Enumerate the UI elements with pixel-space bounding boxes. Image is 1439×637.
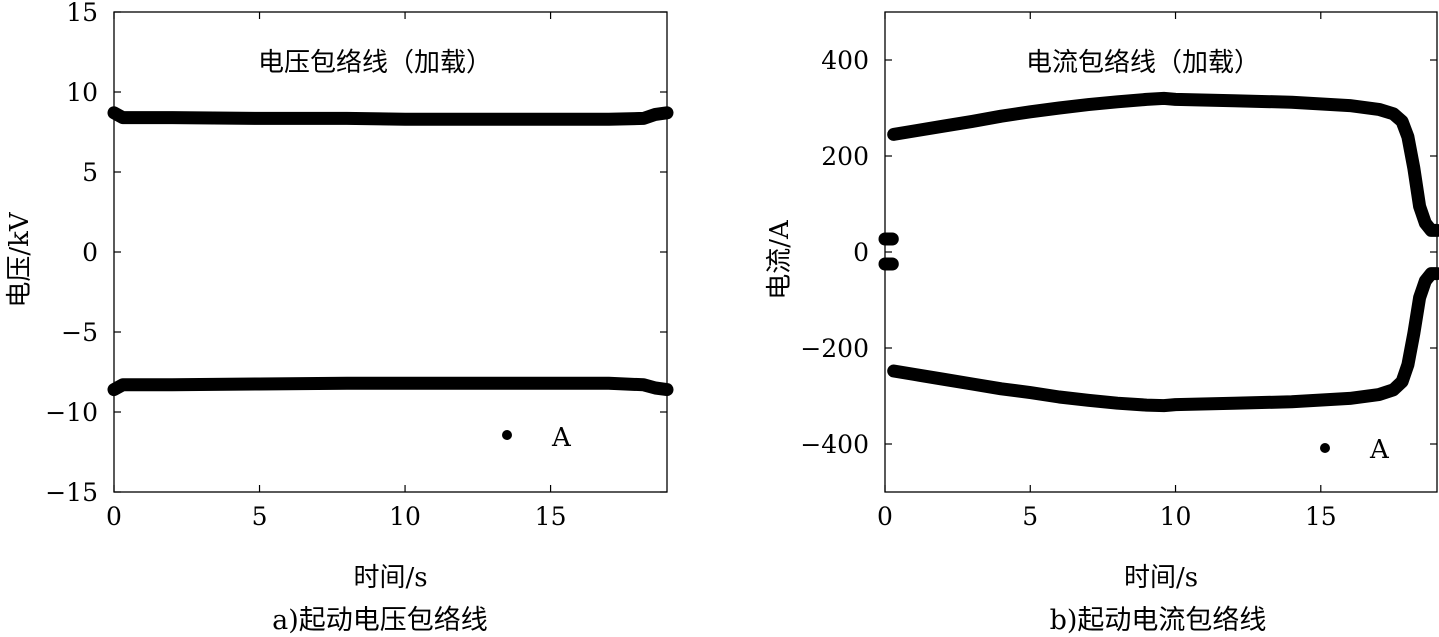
figure-caption: a)起动电压包络线: [272, 605, 488, 636]
legend-label: A: [551, 423, 572, 453]
legend-label: A: [1369, 435, 1390, 465]
figure-caption: b)起动电流包络线: [1050, 605, 1267, 636]
x-axis-title: 时间/s: [353, 563, 427, 593]
chart-panel-a: 0 5 10 15 −15 −10 −5 0 5 10 15 电压包络线（加载） 电压/kV 时间/s a)…: [5, 0, 674, 636]
y-axis-title: 电流/A: [765, 219, 795, 300]
chart-panel-b: 0 5 10 15 −400 −200 0 200 400 电流包络线（加载） 电流/A 时间/s b)…: [765, 11, 1439, 636]
x-tick-label: 15: [535, 502, 567, 531]
y-tick-label: −10: [45, 398, 98, 427]
x-tick-label: 10: [389, 502, 421, 531]
x-tick-label: 15: [1305, 502, 1337, 531]
y-tick-label: 0: [82, 238, 98, 267]
chart-title: 电压包络线（加载）: [258, 48, 492, 78]
x-tick-label: 5: [1022, 502, 1038, 531]
series-line-4: [887, 267, 1439, 413]
x-axis-title: 时间/s: [1124, 563, 1198, 593]
x-tick-label: 0: [106, 502, 122, 531]
plot-frame: [113, 11, 668, 493]
plot-frame: [884, 11, 1438, 493]
series-line-1: [107, 106, 674, 126]
y-axis-title: 电压/kV: [5, 211, 35, 308]
y-tick-label: 200: [821, 142, 869, 171]
y-tick-label: −5: [61, 318, 98, 347]
series-line-2: [107, 376, 674, 397]
legend-marker-dot: [502, 430, 512, 440]
y-tick-label: −15: [45, 478, 98, 507]
y-tick-label: −400: [800, 430, 869, 459]
series-line-3: [887, 91, 1439, 237]
y-tick-label: 15: [66, 0, 98, 27]
y-tick-label: 400: [821, 46, 869, 75]
y-tick-label: 0: [853, 238, 869, 267]
x-tick-label: 10: [1160, 502, 1192, 531]
y-tick-label: 5: [82, 158, 98, 187]
legend-marker-dot: [1320, 443, 1330, 453]
chart-title: 电流包络线（加载）: [1026, 48, 1260, 78]
x-tick-label: 0: [877, 502, 893, 531]
x-tick-label: 5: [252, 502, 268, 531]
y-tick-label: 10: [66, 78, 98, 107]
y-tick-label: −200: [800, 334, 869, 363]
